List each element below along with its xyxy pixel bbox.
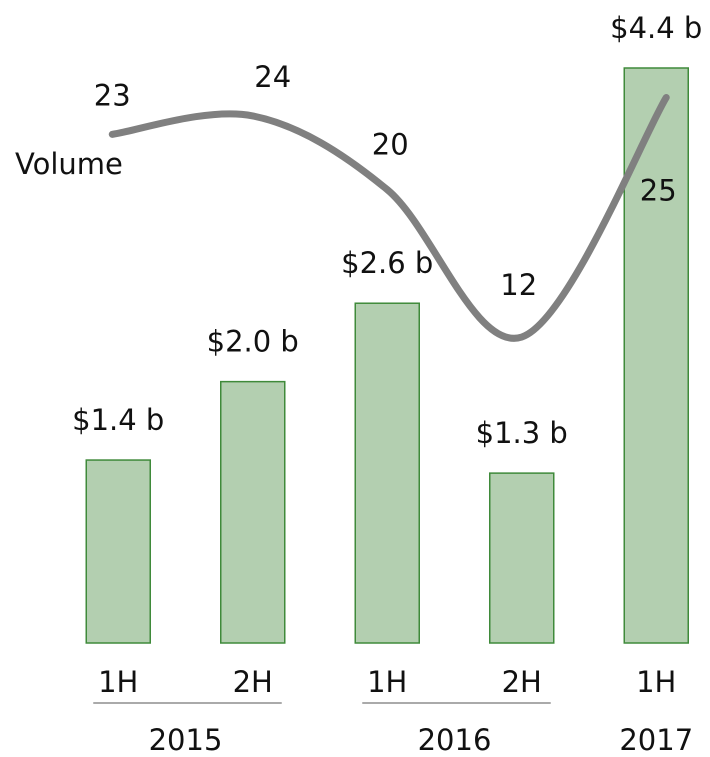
group-label: 2016 [418, 723, 492, 757]
x-tick-label: 2H [233, 665, 273, 699]
group-label: 2015 [149, 723, 223, 757]
bar-value-label: $2.6 b [341, 246, 433, 280]
x-tick-label: 1H [367, 665, 407, 699]
line-value-label: 25 [640, 173, 677, 207]
volume-line [108, 93, 670, 342]
x-tick-label: 1H [98, 665, 138, 699]
bar [354, 302, 420, 644]
bar-value-label: $1.3 b [476, 416, 568, 450]
x-tick-label: 2H [502, 665, 542, 699]
line-value-label: 24 [254, 60, 291, 94]
bar-value-label: $2.0 b [207, 325, 299, 359]
line-value-label: 12 [500, 268, 537, 302]
bar-value-label: $4.4 b [610, 11, 702, 45]
bar-value-label: $1.4 b [72, 403, 164, 437]
bar [623, 67, 689, 644]
bar [489, 472, 555, 644]
bar [220, 380, 286, 644]
group-label: 2017 [619, 723, 693, 757]
line-value-label: 23 [94, 78, 131, 112]
x-tick-label: 1H [636, 665, 676, 699]
bar [85, 459, 151, 644]
line-name: Volume [15, 147, 123, 181]
line-value-label: 20 [372, 128, 409, 162]
